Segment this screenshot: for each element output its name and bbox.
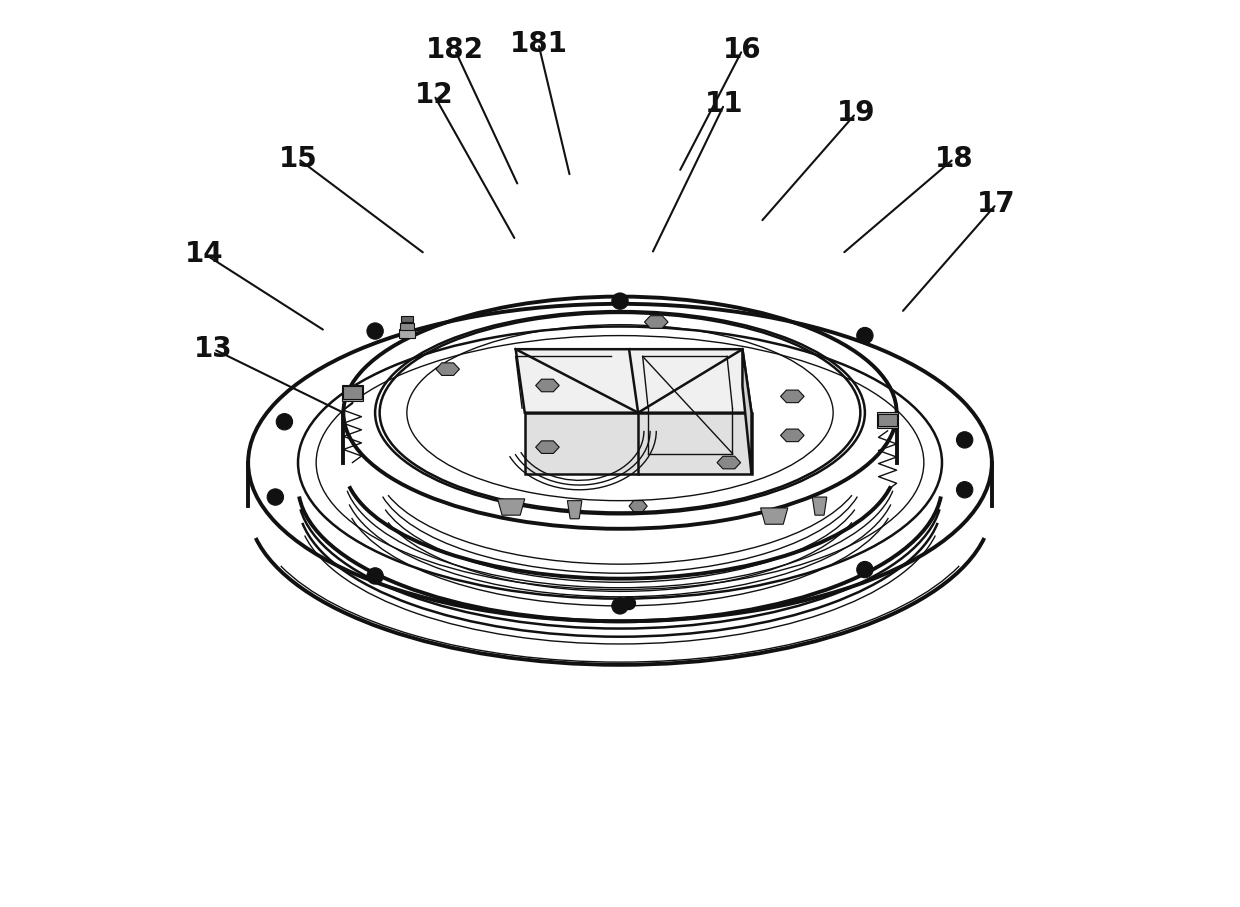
Polygon shape xyxy=(629,501,647,512)
Polygon shape xyxy=(743,349,751,474)
Text: 19: 19 xyxy=(837,100,875,127)
Circle shape xyxy=(367,323,383,339)
Polygon shape xyxy=(780,390,804,403)
Polygon shape xyxy=(536,441,559,454)
Polygon shape xyxy=(525,413,751,474)
Circle shape xyxy=(367,568,383,584)
Polygon shape xyxy=(568,501,582,519)
Bar xyxy=(399,329,415,338)
Circle shape xyxy=(622,597,635,610)
Polygon shape xyxy=(812,497,827,515)
Bar xyxy=(401,316,413,322)
Polygon shape xyxy=(536,379,559,392)
Polygon shape xyxy=(780,429,804,442)
Text: 17: 17 xyxy=(977,190,1016,218)
Text: 14: 14 xyxy=(185,240,224,268)
Bar xyxy=(341,385,363,401)
Text: 16: 16 xyxy=(723,36,761,63)
Circle shape xyxy=(611,598,629,614)
Bar xyxy=(343,386,362,399)
Text: 13: 13 xyxy=(195,336,233,363)
Text: 18: 18 xyxy=(935,145,973,172)
Circle shape xyxy=(267,489,284,505)
Polygon shape xyxy=(436,363,460,375)
Text: 12: 12 xyxy=(414,82,454,109)
Text: 11: 11 xyxy=(706,91,744,118)
Circle shape xyxy=(277,414,293,430)
Circle shape xyxy=(857,561,873,578)
Circle shape xyxy=(956,482,973,498)
Polygon shape xyxy=(717,456,740,469)
Bar xyxy=(878,414,897,426)
Circle shape xyxy=(857,327,873,344)
Text: 15: 15 xyxy=(279,145,317,172)
Circle shape xyxy=(956,432,973,448)
Text: 182: 182 xyxy=(425,36,484,63)
Polygon shape xyxy=(645,316,668,328)
Polygon shape xyxy=(760,508,787,524)
Bar xyxy=(401,323,414,330)
Text: 181: 181 xyxy=(510,30,568,57)
Bar xyxy=(877,412,899,428)
Circle shape xyxy=(611,293,629,309)
Polygon shape xyxy=(516,349,751,413)
Polygon shape xyxy=(497,499,525,515)
